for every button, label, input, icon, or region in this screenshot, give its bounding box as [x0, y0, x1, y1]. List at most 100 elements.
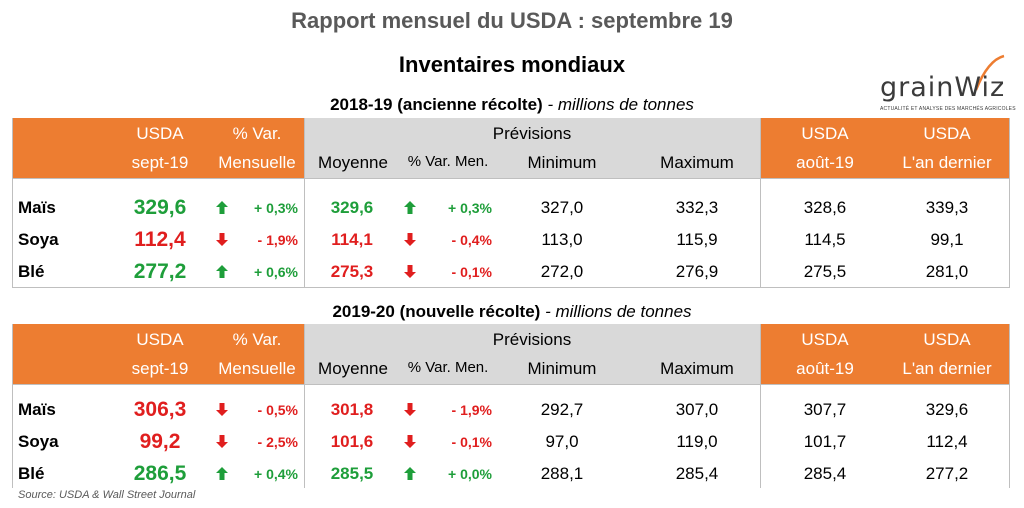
down-arrow-icon [404, 233, 416, 251]
down-arrow-icon [216, 403, 228, 421]
moyenne-value: 285,5 [312, 458, 392, 490]
maximum-value: 276,9 [642, 256, 752, 288]
header-moyenne: Moyenne [308, 359, 398, 379]
crop-label: Soya [18, 224, 59, 256]
monthly-var-value: - 1,9% [222, 224, 298, 256]
usda-sept-value: 306,3 [122, 394, 198, 426]
var-men-value: + 0,0% [412, 458, 492, 490]
maximum-value: 332,3 [642, 192, 752, 224]
down-arrow-icon [404, 435, 416, 453]
moyenne-value: 275,3 [312, 256, 392, 288]
maximum-value: 285,4 [642, 458, 752, 490]
page-subtitle: Inventaires mondiaux [0, 52, 1024, 78]
last-year-value: 112,4 [892, 426, 1002, 458]
header-aout-usda: USDA [780, 330, 870, 350]
minimum-value: 292,7 [512, 394, 612, 426]
header-maximum: Maximum [642, 153, 752, 173]
aout-value: 114,5 [780, 224, 870, 256]
moyenne-value: 114,1 [312, 224, 392, 256]
header-mensuelle: Mensuelle [210, 359, 304, 379]
table-header: USDA sept-19 % Var. Mensuelle Prévisions… [12, 324, 1010, 384]
usda-sept-value: 112,4 [122, 224, 198, 256]
aout-value: 307,7 [780, 394, 870, 426]
table-2018-19: USDA sept-19 % Var. Mensuelle Prévisions… [12, 118, 1010, 288]
table-row: Maïs 329,6 + 0,3% 329,6 + 0,3% 327,0 332,3 328,… [12, 192, 1010, 224]
down-arrow-icon [404, 265, 416, 283]
var-men-value: - 0,4% [412, 224, 492, 256]
aout-value: 328,6 [780, 192, 870, 224]
crop-label: Soya [18, 426, 59, 458]
header-usda: USDA [130, 124, 190, 144]
minimum-value: 97,0 [512, 426, 612, 458]
header-last-usda: USDA [892, 124, 1002, 144]
last-year-value: 281,0 [892, 256, 1002, 288]
var-men-value: - 0,1% [412, 256, 492, 288]
minimum-value: 272,0 [512, 256, 612, 288]
aout-value: 275,5 [780, 256, 870, 288]
header-sept: sept-19 [130, 359, 190, 379]
monthly-var-value: + 0,3% [222, 192, 298, 224]
table-header: USDA sept-19 % Var. Mensuelle Prévisions… [12, 118, 1010, 178]
monthly-var-value: + 0,4% [222, 458, 298, 490]
minimum-value: 113,0 [512, 224, 612, 256]
down-arrow-icon [216, 233, 228, 251]
section-heading-bold: 2019-20 (nouvelle récolte) [332, 302, 540, 321]
last-year-value: 99,1 [892, 224, 1002, 256]
header-previsions: Prévisions [304, 330, 760, 350]
header-minimum: Minimum [512, 153, 612, 173]
maximum-value: 115,9 [642, 224, 752, 256]
up-arrow-icon [404, 467, 416, 485]
var-men-value: - 1,9% [412, 394, 492, 426]
minimum-value: 288,1 [512, 458, 612, 490]
aout-value: 285,4 [780, 458, 870, 490]
header-last-usda: USDA [892, 330, 1002, 350]
usda-sept-value: 286,5 [122, 458, 198, 490]
crop-label: Blé [18, 458, 44, 490]
section-heading-bold: 2018-19 (ancienne récolte) [330, 95, 543, 114]
usda-sept-value: 329,6 [122, 192, 198, 224]
header-last: L'an dernier [892, 359, 1002, 379]
header-sept: sept-19 [130, 153, 190, 173]
header-aout: août-19 [780, 359, 870, 379]
page-title: Rapport mensuel du USDA : septembre 19 [0, 8, 1024, 34]
header-var: % Var. [210, 124, 304, 144]
header-last: L'an dernier [892, 153, 1002, 173]
aout-value: 101,7 [780, 426, 870, 458]
crop-label: Maïs [18, 394, 56, 426]
down-arrow-icon [216, 435, 228, 453]
usda-sept-value: 277,2 [122, 256, 198, 288]
header-var-men: % Var. Men. [398, 153, 498, 170]
up-arrow-icon [216, 201, 228, 219]
maximum-value: 307,0 [642, 394, 752, 426]
header-usda: USDA [130, 330, 190, 350]
moyenne-value: 329,6 [312, 192, 392, 224]
last-year-value: 277,2 [892, 458, 1002, 490]
section-heading-2019-20: 2019-20 (nouvelle récolte) - millions de… [0, 302, 1024, 322]
header-maximum: Maximum [642, 359, 752, 379]
last-year-value: 339,3 [892, 192, 1002, 224]
moyenne-value: 301,8 [312, 394, 392, 426]
section-heading-italic: - millions de tonnes [545, 302, 691, 321]
crop-label: Maïs [18, 192, 56, 224]
down-arrow-icon [404, 403, 416, 421]
header-aout: août-19 [780, 153, 870, 173]
table-row: Soya 99,2 - 2,5% 101,6 - 0,1% 97,0 119,0 101,7 1… [12, 426, 1010, 458]
header-minimum: Minimum [512, 359, 612, 379]
up-arrow-icon [216, 467, 228, 485]
usda-sept-value: 99,2 [122, 426, 198, 458]
minimum-value: 327,0 [512, 192, 612, 224]
crop-label: Blé [18, 256, 44, 288]
var-men-value: + 0,3% [412, 192, 492, 224]
header-var: % Var. [210, 330, 304, 350]
moyenne-value: 101,6 [312, 426, 392, 458]
header-mensuelle: Mensuelle [210, 153, 304, 173]
section-heading-2018-19: 2018-19 (ancienne récolte) - millions de… [0, 95, 1024, 115]
table-2019-20: USDA sept-19 % Var. Mensuelle Prévisions… [12, 324, 1010, 488]
up-arrow-icon [216, 265, 228, 283]
monthly-var-value: + 0,6% [222, 256, 298, 288]
header-previsions: Prévisions [304, 124, 760, 144]
table-row: Soya 112,4 - 1,9% 114,1 - 0,4% 113,0 115,9 114,… [12, 224, 1010, 256]
table-row: Blé 286,5 + 0,4% 285,5 + 0,0% 288,1 285,4 285,4… [12, 458, 1010, 490]
source-note: Source: USDA & Wall Street Journal [18, 489, 195, 501]
header-var-men: % Var. Men. [398, 359, 498, 376]
